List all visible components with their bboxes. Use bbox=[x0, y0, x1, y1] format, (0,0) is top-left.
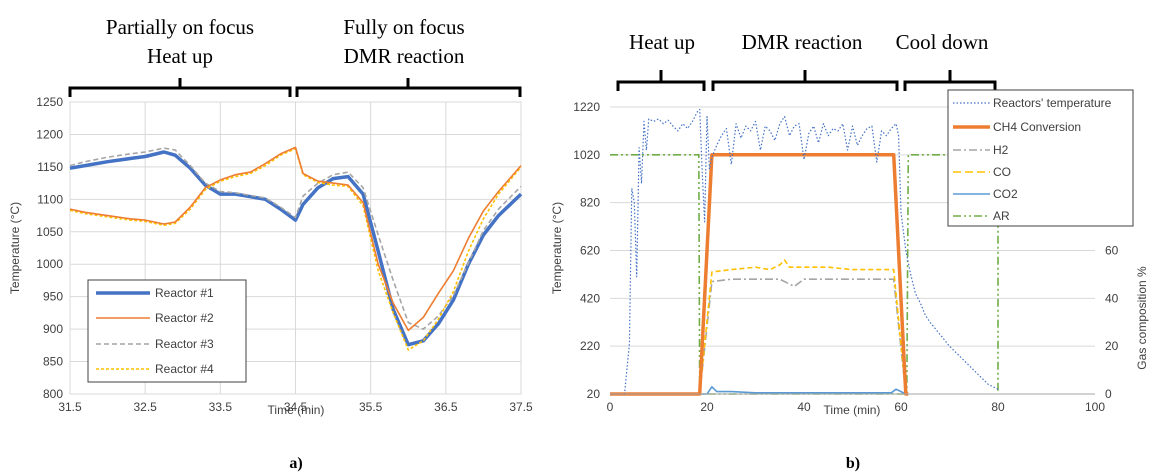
chart-b-y-axis-label: Temperature (°C) bbox=[550, 202, 564, 294]
chart-b-y-tick-label: 420 bbox=[580, 291, 600, 305]
series-reactor-2-line bbox=[69, 146, 522, 332]
chart-b-y2-axis-label: Gas composition % bbox=[1135, 266, 1149, 370]
chart-a-y-tick-label: 1100 bbox=[37, 192, 63, 206]
chart-a-y-tick-label: 950 bbox=[43, 290, 63, 304]
phase-bracket-a1 bbox=[68, 78, 292, 97]
series-ar-line bbox=[610, 154, 999, 395]
chart-a-series-group bbox=[69, 146, 523, 351]
phase-bracket-b1 bbox=[616, 70, 706, 91]
chart-a-legend: Reactor #1 Reactor #2 Reactor #3 Reactor… bbox=[87, 279, 247, 383]
phase-annotations-a: Partially on focus Heat up Fully on focu… bbox=[68, 15, 522, 97]
phase-label-a2-line2: DMR reaction bbox=[344, 44, 465, 68]
phase-label-a2-line1: Fully on focus bbox=[343, 15, 464, 39]
chart-b-y2-tick-label: 20 bbox=[1105, 339, 1119, 353]
legend-label-reactor-3: Reactor #3 bbox=[155, 337, 214, 351]
chart-b-y-tick-label: 1020 bbox=[573, 148, 600, 162]
legend-label-reactor-2: Reactor #2 bbox=[155, 311, 214, 325]
chart-a-x-tick-label: 34.5 bbox=[284, 400, 308, 414]
chart-b-y-ticks: 20 220 420 620 820 1020 1220 bbox=[573, 100, 600, 401]
chart-b-x-tick-label: 0 bbox=[607, 400, 614, 414]
chart-a-y-tick-label: 850 bbox=[43, 355, 63, 369]
chart-b-x-tick-label: 20 bbox=[700, 400, 714, 414]
series-co2-line bbox=[610, 385, 907, 395]
legend-label-ar: AR bbox=[993, 209, 1010, 223]
phase-bracket-b2 bbox=[711, 70, 899, 91]
phase-label-b2: DMR reaction bbox=[742, 30, 863, 54]
chart-a-frame bbox=[69, 101, 522, 395]
chart-a-y-tick-label: 1000 bbox=[36, 257, 63, 271]
chart-a-x-tick-label: 33.5 bbox=[209, 400, 233, 414]
chart-a-y-ticks: 800 850 900 950 1000 1050 1100 1150 1200 1250 bbox=[36, 95, 63, 401]
chart-a-y-axis-label: Temperature (°C) bbox=[8, 202, 22, 294]
legend-label-reactor-1: Reactor #1 bbox=[155, 286, 214, 300]
chart-a-y-tick-label: 1250 bbox=[36, 95, 63, 109]
legend-label-temperature: Reactors' temperature bbox=[993, 96, 1112, 110]
chart-a-x-tick-label: 35.5 bbox=[359, 400, 383, 414]
chart-b-y2-tick-label: 60 bbox=[1105, 244, 1119, 258]
chart-b-legend-box bbox=[947, 89, 1134, 227]
chart-a: 800 850 900 950 1000 1050 1100 1150 1200 1250 31.… bbox=[8, 95, 533, 417]
chart-b-series-group bbox=[610, 108, 999, 396]
legend-label-ch4: CH4 Conversion bbox=[993, 120, 1081, 134]
series-h2-line bbox=[610, 278, 909, 395]
chart-a-y-tick-label: 1200 bbox=[36, 127, 63, 141]
chart-a-legend-box bbox=[87, 279, 247, 383]
phase-bracket-b3 bbox=[903, 70, 997, 91]
chart-b-y-tick-label: 1220 bbox=[573, 100, 600, 114]
legend-label-reactor-4: Reactor #4 bbox=[155, 362, 214, 376]
chart-a-x-tick-label: 36.5 bbox=[434, 400, 458, 414]
phase-label-b1: Heat up bbox=[629, 30, 695, 54]
series-co-line bbox=[610, 259, 909, 395]
chart-a-x-tick-label: 31.5 bbox=[58, 400, 82, 414]
phase-label-b3: Cool down bbox=[896, 30, 989, 54]
series-reactor-3-line bbox=[69, 147, 522, 330]
chart-a-x-axis-label: Time (min) bbox=[268, 403, 325, 417]
chart-a-y-tick-label: 900 bbox=[43, 322, 63, 336]
phase-bracket-a2 bbox=[295, 78, 522, 97]
legend-label-co: CO bbox=[993, 165, 1011, 179]
chart-b-y2-tick-label: 0 bbox=[1105, 387, 1112, 401]
series-reactor-1-line bbox=[69, 150, 523, 347]
chart-b: 20 220 420 620 820 1020 1220 0 20 40 60 80 100 0 20 4… bbox=[550, 89, 1149, 417]
chart-a-y-tick-label: 1050 bbox=[36, 225, 63, 239]
chart-b-x-tick-label: 60 bbox=[894, 400, 908, 414]
chart-b-y-tick-label: 20 bbox=[587, 387, 601, 401]
phase-label-a1-line2: Heat up bbox=[147, 44, 213, 68]
chart-b-x-tick-label: 80 bbox=[991, 400, 1005, 414]
chart-b-x-ticks: 0 20 40 60 80 100 bbox=[607, 400, 1106, 414]
chart-b-y-tick-label: 220 bbox=[580, 339, 600, 353]
chart-b-x-tick-label: 40 bbox=[797, 400, 811, 414]
chart-b-x-axis-label: Time (min) bbox=[824, 403, 881, 417]
chart-a-x-ticks: 31.5 32.5 33.5 34.5 35.5 36.5 37.5 bbox=[58, 400, 533, 414]
chart-a-y-tick-label: 1150 bbox=[37, 160, 63, 174]
chart-a-x-tick-label: 37.5 bbox=[509, 400, 533, 414]
chart-a-y-tick-label: 800 bbox=[43, 387, 63, 401]
phase-label-a1-line1: Partially on focus bbox=[106, 15, 254, 39]
series-ch4-conversion-line bbox=[610, 153, 909, 396]
panel-label-a: a) bbox=[289, 455, 302, 472]
phase-annotations-b: Heat up DMR reaction Cool down bbox=[616, 30, 997, 91]
legend-label-co2: CO2 bbox=[993, 187, 1018, 201]
chart-b-legend: Reactors' temperature CH4 Conversion H2 … bbox=[947, 89, 1134, 227]
chart-b-y-tick-label: 620 bbox=[580, 244, 600, 258]
chart-b-y-tick-label: 820 bbox=[580, 196, 600, 210]
panel-label-b: b) bbox=[846, 455, 860, 472]
legend-label-h2: H2 bbox=[993, 143, 1009, 157]
chart-b-x-tick-label: 100 bbox=[1085, 400, 1105, 414]
chart-a-x-tick-label: 32.5 bbox=[133, 400, 157, 414]
series-temperature-line bbox=[610, 108, 999, 395]
chart-b-y2-tick-label: 40 bbox=[1105, 291, 1119, 305]
